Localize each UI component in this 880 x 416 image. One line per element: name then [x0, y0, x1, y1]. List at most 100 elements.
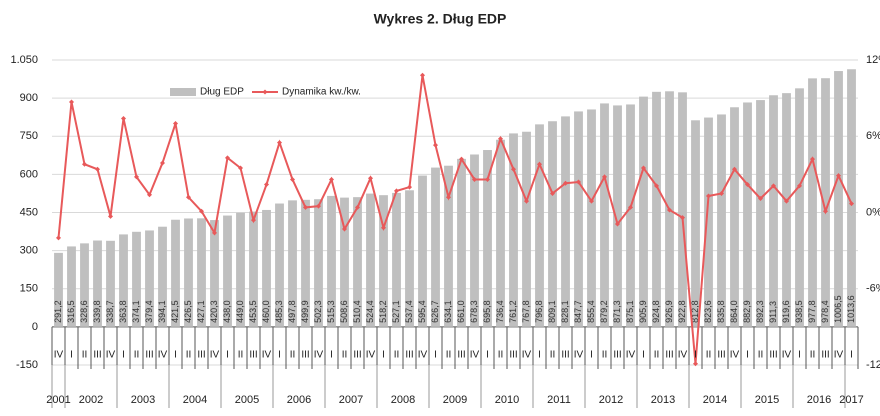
value-label: 394,1 — [157, 300, 167, 323]
bar — [288, 200, 297, 327]
line-point — [784, 198, 789, 204]
value-label: 363,8 — [118, 300, 128, 323]
value-label: 338,7 — [105, 300, 115, 323]
line-point — [537, 161, 542, 167]
bar — [210, 220, 219, 327]
line-point — [706, 193, 711, 199]
value-label: 879,2 — [599, 300, 609, 323]
bar — [249, 211, 258, 327]
line-point — [186, 194, 191, 200]
value-label: 661,0 — [456, 300, 466, 323]
line-point — [394, 188, 399, 194]
x-tick-label: I — [486, 350, 489, 361]
x-tick-label: IV — [54, 350, 64, 361]
value-label: 875,1 — [625, 300, 635, 323]
line-point — [238, 165, 243, 171]
bar — [626, 104, 635, 327]
bar — [236, 212, 245, 327]
year-label: 2001 — [46, 394, 70, 406]
bar — [184, 218, 193, 327]
x-tick-label: IV — [834, 350, 844, 361]
line-point — [407, 184, 412, 190]
x-tick-label: I — [330, 350, 333, 361]
year-label: 2017 — [839, 394, 863, 406]
line-point — [771, 183, 776, 189]
x-tick-label: II — [758, 350, 764, 361]
y-tick-label: 1.050 — [10, 54, 38, 66]
line-point — [212, 230, 217, 236]
line — [57, 75, 853, 364]
x-tick-label: I — [278, 350, 281, 361]
bar — [613, 105, 622, 327]
value-label: 911,3 — [768, 301, 778, 323]
line-point — [472, 176, 477, 182]
x-tick-label: I — [538, 350, 541, 361]
bar — [639, 96, 648, 327]
x-tick-label: III — [457, 350, 465, 361]
x-tick-label: II — [342, 350, 348, 361]
value-label: 527,1 — [391, 300, 401, 323]
value-label: 438,0 — [222, 300, 232, 323]
bar — [340, 197, 349, 327]
value-label: 926,9 — [664, 300, 674, 323]
bar — [93, 240, 102, 327]
value-label: 1013,6 — [846, 295, 856, 323]
bar — [795, 88, 804, 327]
bar — [314, 199, 323, 327]
value-label: 809,1 — [547, 300, 557, 323]
x-tick-label: III — [249, 350, 257, 361]
bar — [158, 226, 167, 327]
y-tick-label: 450 — [20, 206, 38, 218]
line-point — [667, 207, 672, 213]
value-label: 823,6 — [703, 300, 713, 323]
x-tick-label: IV — [418, 350, 428, 361]
bar — [431, 167, 440, 327]
line-point — [758, 196, 763, 202]
bar — [756, 100, 765, 327]
x-tick-label: III — [145, 350, 153, 361]
year-label: 2010 — [495, 394, 519, 406]
line-point — [121, 115, 126, 121]
value-label: 919,6 — [781, 300, 791, 323]
value-label: 938,5 — [794, 300, 804, 323]
value-label: 453,5 — [248, 300, 258, 323]
line-point — [732, 166, 737, 172]
line-point — [108, 213, 113, 219]
line-point — [368, 175, 373, 181]
x-tick-label: II — [290, 350, 296, 361]
year-label: 2013 — [651, 394, 675, 406]
bar — [535, 124, 544, 327]
y2-tick-label: 12% — [866, 54, 880, 66]
value-label: 634,1 — [443, 300, 453, 323]
value-label: 835,8 — [716, 300, 726, 323]
value-label: 924,8 — [651, 300, 661, 323]
bar — [132, 231, 141, 327]
bar — [704, 117, 713, 327]
value-label: 626,7 — [430, 300, 440, 323]
line-point — [446, 194, 451, 200]
chart-title: Wykres 2. Dług EDP — [374, 11, 507, 27]
bar — [145, 230, 154, 327]
line-point — [498, 136, 503, 142]
x-tick-label: III — [93, 350, 101, 361]
line-point — [69, 99, 74, 105]
year-label: 2014 — [703, 394, 727, 406]
value-label: 497,8 — [287, 300, 297, 323]
value-label: 812,8 — [690, 300, 700, 323]
x-tick-label: IV — [158, 350, 168, 361]
x-tick-label: I — [174, 350, 177, 361]
bar — [379, 195, 388, 327]
value-label: 420,3 — [209, 300, 219, 323]
bar — [548, 121, 557, 327]
line-point — [511, 166, 516, 172]
value-label: 426,5 — [183, 300, 193, 323]
bar — [808, 78, 817, 327]
value-label: 374,1 — [131, 300, 141, 323]
value-label: 524,4 — [365, 300, 375, 323]
value-label: 515,3 — [326, 300, 336, 323]
x-tick-label: II — [394, 350, 400, 361]
legend-swatch — [262, 89, 268, 95]
line-point — [290, 176, 295, 182]
x-tick-label: IV — [730, 350, 740, 361]
